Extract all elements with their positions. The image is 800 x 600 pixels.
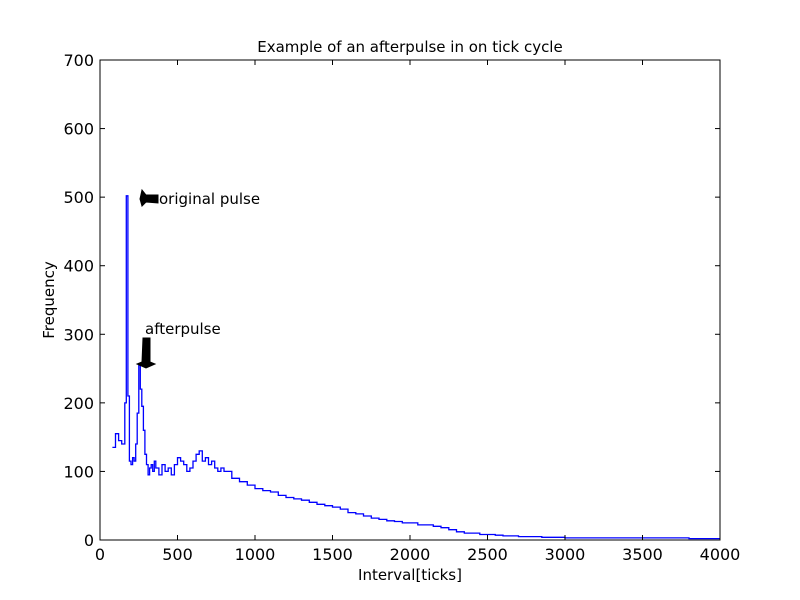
chart-title: Example of an afterpulse in on tick cycl… (257, 38, 562, 56)
y-tick-label: 100 (63, 462, 94, 481)
y-tick-label: 600 (63, 120, 94, 139)
y-axis-label: Frequency (40, 261, 58, 339)
y-tick-label: 500 (63, 188, 94, 207)
y-tick-label: 200 (63, 394, 94, 413)
y-tick-label: 300 (63, 325, 94, 344)
x-tick-label: 2500 (467, 545, 508, 564)
x-tick-label: 3000 (545, 545, 586, 564)
axis-ticks: 0 500 1000 1500 2000 2500 3000 3500 4000 0 100 200 3… (63, 51, 740, 564)
x-tick-label: 0 (95, 545, 105, 564)
x-tick-label: 2000 (390, 545, 431, 564)
histogram-step-line (112, 195, 720, 540)
x-tick-label: 4000 (700, 545, 741, 564)
y-tick-label: 0 (84, 531, 94, 550)
x-tick-label: 3500 (622, 545, 663, 564)
x-axis-label: Interval[ticks] (358, 566, 462, 584)
x-tick-label: 500 (162, 545, 193, 564)
annotations: original pulse afterpulse (135, 188, 260, 369)
y-tick-label: 400 (63, 257, 94, 276)
x-tick-label: 1500 (312, 545, 353, 564)
x-tick-label: 1000 (235, 545, 276, 564)
afterpulse-label: afterpulse (145, 320, 221, 338)
y-tick-label: 700 (63, 51, 94, 70)
afterpulse-arrow (135, 337, 157, 369)
original-pulse-arrow (139, 188, 159, 207)
original-pulse-label: original pulse (159, 190, 260, 208)
axes-frame (99, 59, 721, 541)
plot-area (112, 195, 720, 540)
